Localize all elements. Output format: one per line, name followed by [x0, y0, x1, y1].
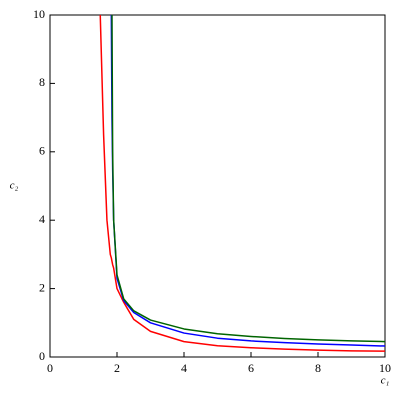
y-tick-label: 2	[39, 280, 45, 294]
y-tick-label: 4	[39, 212, 45, 226]
x-tick-label: 10	[379, 361, 391, 375]
x-tick-label: 8	[315, 361, 321, 375]
curve	[111, 15, 385, 343]
plot-frame	[49, 14, 386, 358]
curve	[99, 15, 385, 352]
y-tick-label: 0	[39, 349, 45, 363]
x-tick-label: 0	[47, 361, 53, 375]
y-tick-label: 8	[39, 75, 45, 89]
curve	[110, 15, 385, 347]
y-tick-label: 6	[39, 144, 45, 158]
x-tick-label: 6	[248, 361, 254, 375]
x-tick-label: 4	[181, 361, 187, 375]
y-axis-label: c₂	[10, 180, 19, 192]
y-tick-label: 10	[33, 7, 45, 21]
curves	[99, 15, 385, 352]
x-axis-label: c₁	[381, 375, 390, 387]
x-tick-label: 2	[114, 361, 120, 375]
